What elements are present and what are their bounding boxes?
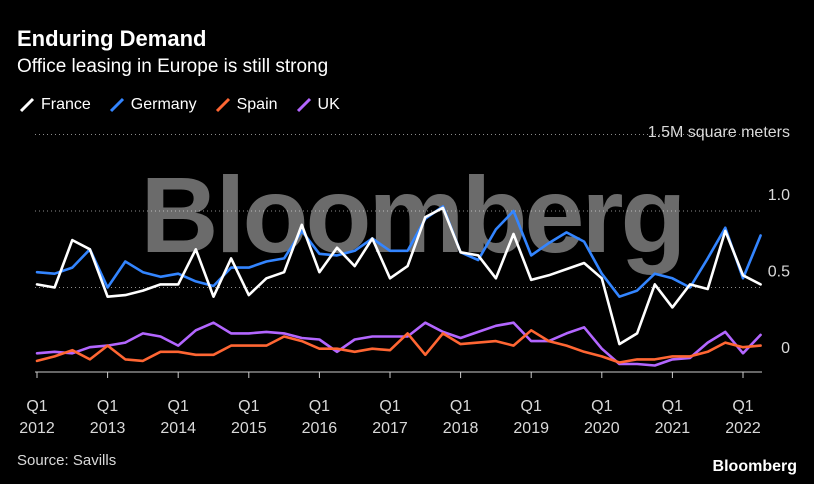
x-tick-label-year: 2014 bbox=[160, 420, 196, 437]
legend-swatch-icon bbox=[215, 97, 230, 113]
x-tick-label-quarter: Q1 bbox=[450, 398, 471, 415]
x-tick-label-quarter: Q1 bbox=[662, 398, 683, 415]
legend-item-germany: Germany bbox=[109, 96, 197, 114]
y-unit-label: 1.5M square meters bbox=[648, 124, 790, 141]
legend-swatch-icon bbox=[296, 97, 311, 113]
x-tick-label-quarter: Q1 bbox=[591, 398, 612, 415]
series-line-uk bbox=[35, 321, 762, 367]
x-tick-label-quarter: Q1 bbox=[238, 398, 259, 415]
x-tick-label-year: 2016 bbox=[302, 420, 338, 437]
x-tick-label-quarter: Q1 bbox=[521, 398, 542, 415]
x-tick-label-quarter: Q1 bbox=[309, 398, 330, 415]
x-tick-label-year: 2019 bbox=[513, 420, 549, 437]
chart-subtitle: Office leasing in Europe is still strong bbox=[17, 56, 329, 77]
y-tick-label: 0.5 bbox=[768, 264, 790, 281]
series-line-germany bbox=[35, 205, 762, 299]
legend-swatch-icon bbox=[109, 97, 124, 113]
x-tick-label-year: 2015 bbox=[231, 420, 267, 437]
series-line-spain bbox=[35, 328, 762, 364]
chart-legend: France Germany Spain UK bbox=[19, 96, 340, 114]
legend-item-uk: UK bbox=[296, 96, 340, 114]
legend-label: France bbox=[41, 96, 91, 113]
y-tick-label: 0 bbox=[781, 340, 790, 357]
x-tick-label-quarter: Q1 bbox=[97, 398, 118, 415]
legend-label: Spain bbox=[236, 96, 278, 113]
x-tick-label-year: 2012 bbox=[19, 420, 55, 437]
x-tick-label-year: 2020 bbox=[584, 420, 620, 437]
legend-item-france: France bbox=[19, 96, 91, 114]
bloomberg-watermark: Bloomberg bbox=[140, 154, 683, 275]
x-tick-label-quarter: Q1 bbox=[732, 398, 753, 415]
series-line-france bbox=[35, 206, 762, 346]
x-tick-label-year: 2022 bbox=[725, 420, 761, 437]
x-tick-label-year: 2017 bbox=[372, 420, 408, 437]
x-tick-label-year: 2021 bbox=[655, 420, 691, 437]
x-tick-label-quarter: Q1 bbox=[379, 398, 400, 415]
source-note: Source: Savills bbox=[17, 452, 117, 469]
chart-title: Enduring Demand bbox=[17, 26, 207, 51]
x-tick-label-quarter: Q1 bbox=[168, 398, 189, 415]
x-tick-label-year: 2018 bbox=[443, 420, 479, 437]
legend-swatch-icon bbox=[19, 97, 35, 113]
legend-item-spain: Spain bbox=[215, 96, 278, 114]
y-tick-label: 1.0 bbox=[768, 187, 790, 204]
legend-label: UK bbox=[317, 96, 340, 113]
legend-label: Germany bbox=[130, 96, 197, 113]
x-tick-label-quarter: Q1 bbox=[26, 398, 47, 415]
x-tick-label-year: 2013 bbox=[90, 420, 126, 437]
brand-logo: Bloomberg bbox=[712, 458, 797, 475]
